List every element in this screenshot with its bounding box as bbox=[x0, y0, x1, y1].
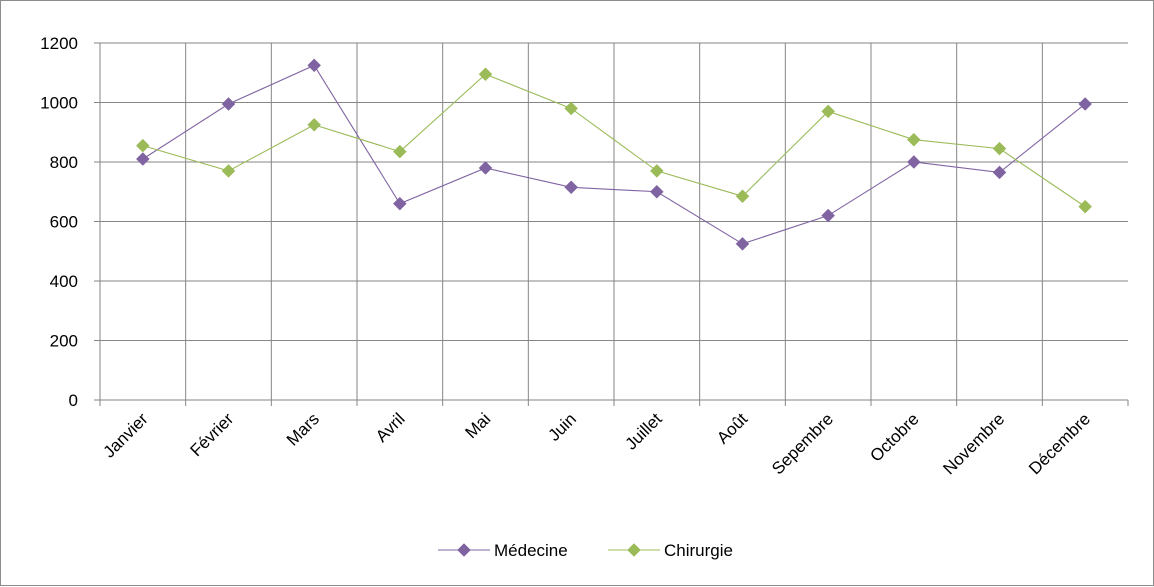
x-tick-label: Mars bbox=[283, 409, 323, 449]
data-point bbox=[1078, 199, 1093, 214]
series-layer bbox=[135, 58, 1093, 251]
data-point bbox=[649, 164, 664, 178]
data-point bbox=[735, 236, 750, 251]
data-point bbox=[307, 117, 322, 132]
data-point bbox=[649, 184, 664, 199]
data-point bbox=[221, 164, 236, 178]
y-tick-label: 1200 bbox=[40, 34, 78, 53]
x-tick-label: Décembre bbox=[1025, 409, 1094, 478]
x-tick-label: Juillet bbox=[621, 409, 665, 453]
legend-item: Chirurgie bbox=[608, 541, 733, 560]
legend-item: Médecine bbox=[438, 541, 568, 560]
data-point bbox=[478, 161, 493, 175]
legend-label: Chirurgie bbox=[664, 541, 733, 560]
data-point bbox=[392, 144, 407, 159]
legend: Médecine Chirurgie bbox=[438, 541, 733, 560]
data-point bbox=[392, 196, 407, 211]
y-tick-label: 600 bbox=[50, 213, 78, 232]
data-point bbox=[564, 101, 579, 116]
y-tick-label: 200 bbox=[50, 332, 78, 351]
x-tick-label: Octobre bbox=[866, 409, 922, 465]
data-point bbox=[821, 104, 836, 119]
y-tick-label: 400 bbox=[50, 272, 78, 291]
data-point bbox=[1078, 97, 1093, 111]
data-point bbox=[992, 141, 1007, 156]
legend-label: Médecine bbox=[494, 541, 568, 560]
data-point bbox=[221, 97, 236, 111]
data-point bbox=[906, 132, 921, 147]
x-tick-label: Mai bbox=[462, 409, 495, 442]
y-tick-label: 0 bbox=[69, 391, 78, 410]
series-line bbox=[142, 73, 1086, 208]
gridlines bbox=[100, 42, 1128, 400]
data-point bbox=[906, 155, 921, 169]
data-point bbox=[992, 165, 1007, 180]
y-tick-labels: 0 200 400 600 800 1000 1200 bbox=[40, 34, 78, 410]
y-tick-label: 800 bbox=[50, 153, 78, 172]
series-line bbox=[142, 64, 1086, 245]
x-tick-label: Juin bbox=[545, 409, 580, 444]
x-tick-label: Avril bbox=[372, 409, 409, 446]
x-tick-labels: Janvier Février Mars Avril Mai Juin Juillet Aoû… bbox=[99, 409, 1094, 478]
x-tick-label: Février bbox=[186, 409, 237, 460]
data-point bbox=[135, 138, 150, 153]
y-tick-label: 1000 bbox=[40, 94, 78, 113]
x-tick-label: Janvier bbox=[99, 409, 151, 461]
data-point bbox=[135, 152, 150, 166]
series-2 bbox=[135, 67, 1093, 214]
axes bbox=[94, 42, 1129, 406]
data-point bbox=[735, 189, 750, 204]
x-tick-label: Août bbox=[713, 409, 751, 447]
legend-marker bbox=[627, 543, 641, 557]
series-1 bbox=[135, 58, 1093, 251]
x-tick-label: Sepembre bbox=[768, 409, 837, 478]
x-tick-label: Novembre bbox=[939, 409, 1008, 478]
data-point bbox=[821, 208, 836, 223]
data-point bbox=[307, 58, 322, 73]
legend-marker bbox=[457, 543, 471, 557]
data-point bbox=[478, 67, 493, 82]
data-point bbox=[564, 180, 579, 195]
